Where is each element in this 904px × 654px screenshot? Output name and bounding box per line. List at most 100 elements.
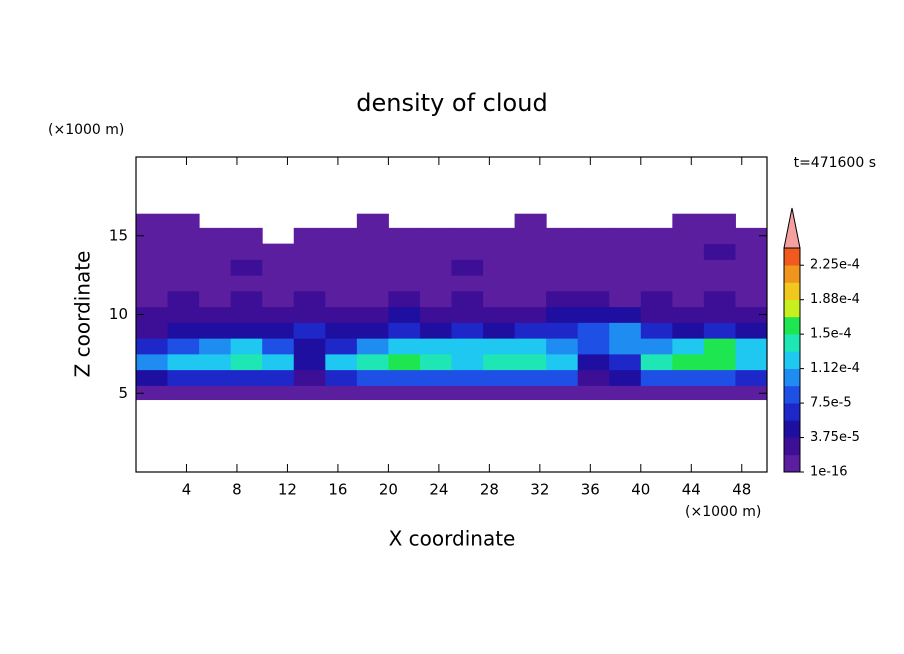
- contour-cell: [293, 259, 326, 276]
- colorbar-frame: [783, 247, 801, 473]
- colorbar-tick-label: 1e-16: [810, 465, 848, 480]
- contour-cell: [672, 353, 705, 371]
- contour-cell: [451, 243, 484, 260]
- contour-cell: [136, 322, 169, 339]
- contour-cell: [640, 243, 673, 260]
- contour-cell: [136, 213, 169, 229]
- contour-cell: [230, 322, 263, 339]
- contour-cell: [167, 290, 200, 308]
- x-unit: (×1000 m): [685, 504, 761, 520]
- contour-cell: [230, 243, 263, 260]
- contour-cell: [640, 322, 673, 339]
- colorbar-tick-label: 1.12e-4: [810, 361, 860, 376]
- contour-cell: [262, 338, 295, 355]
- contour-cell: [735, 306, 768, 323]
- contour-cell: [514, 353, 547, 371]
- contour-cell: [672, 322, 705, 339]
- contour-cell: [293, 306, 326, 323]
- colorbar-box: [784, 265, 800, 283]
- contour-cell: [451, 290, 484, 308]
- contour-cell: [577, 369, 610, 386]
- contour-cell: [230, 227, 263, 245]
- x-tick-label: 4: [182, 481, 192, 499]
- contour-cell: [451, 275, 484, 292]
- contour-cell: [514, 213, 547, 229]
- contour-cell: [293, 243, 326, 260]
- contour-cell: [356, 227, 389, 245]
- contour-cell: [167, 243, 200, 260]
- contour-cell: [640, 369, 673, 386]
- x-tick-label: 48: [732, 481, 751, 499]
- contour-cell: [199, 227, 232, 245]
- contour-cell: [419, 306, 452, 323]
- contour-cell: [356, 275, 389, 292]
- contour-cell: [293, 322, 326, 339]
- contour-cell: [703, 385, 736, 401]
- contour-cell: [546, 322, 579, 339]
- contour-cell: [293, 290, 326, 308]
- contour-cell: [262, 353, 295, 371]
- contour-cell: [419, 243, 452, 260]
- contour-cell: [356, 353, 389, 371]
- contour-cell: [672, 338, 705, 355]
- contour-cell: [356, 322, 389, 339]
- contour-cell: [388, 259, 421, 276]
- contour-cell: [609, 353, 642, 371]
- contour-cell: [167, 259, 200, 276]
- contour-cell: [262, 290, 295, 308]
- contour-cell: [419, 385, 452, 401]
- contour-cell: [703, 275, 736, 292]
- contour-cell: [325, 259, 358, 276]
- colorbar-box: [784, 282, 800, 300]
- contour-cell: [451, 385, 484, 401]
- contour-cell: [483, 275, 516, 292]
- contour-cell: [514, 306, 547, 323]
- colorbar-box: [784, 299, 800, 318]
- contour-cell: [514, 227, 547, 245]
- contour-cell: [609, 290, 642, 308]
- contour-cell: [577, 322, 610, 339]
- contour-cell: [577, 385, 610, 401]
- contour-cell: [451, 322, 484, 339]
- contour-cell: [483, 259, 516, 276]
- y-tick-label: 5: [118, 384, 128, 402]
- contour-cell: [325, 290, 358, 308]
- contour-cell: [293, 227, 326, 245]
- contour-cell: [167, 227, 200, 245]
- contour-cell: [609, 385, 642, 401]
- contour-cell: [419, 227, 452, 245]
- contour-cell: [735, 385, 768, 401]
- contour-cell: [356, 213, 389, 229]
- contour-cell: [199, 290, 232, 308]
- contour-cell: [199, 385, 232, 401]
- contour-cell: [356, 338, 389, 355]
- contour-cell: [388, 353, 421, 371]
- contour-cell: [609, 338, 642, 355]
- contour-cell: [325, 353, 358, 371]
- colorbar-box: [784, 420, 800, 438]
- contour-cell: [735, 275, 768, 292]
- contour-cell: [325, 275, 358, 292]
- contour-cell: [546, 353, 579, 371]
- contour-cell: [735, 227, 768, 245]
- x-tick-label: 28: [480, 481, 499, 499]
- contour-cell: [546, 369, 579, 386]
- x-tick-label: 16: [328, 481, 347, 499]
- contour-cell: [199, 306, 232, 323]
- contour-cell: [419, 353, 452, 371]
- contour-cell: [199, 353, 232, 371]
- contour-cell: [577, 290, 610, 308]
- contour-cell: [483, 322, 516, 339]
- contour-cell: [293, 369, 326, 386]
- contour-cell: [735, 290, 768, 308]
- contour-cell: [672, 275, 705, 292]
- contour-cell: [735, 259, 768, 276]
- time-label: t=471600 s: [794, 155, 876, 171]
- contour-cell: [262, 259, 295, 276]
- contour-cell: [640, 227, 673, 245]
- contour-cell: [325, 385, 358, 401]
- contour-cell: [451, 306, 484, 323]
- colorbar-tick-label: 7.5e-5: [810, 396, 852, 411]
- x-tick-label: 32: [530, 481, 549, 499]
- contour-cell: [356, 306, 389, 323]
